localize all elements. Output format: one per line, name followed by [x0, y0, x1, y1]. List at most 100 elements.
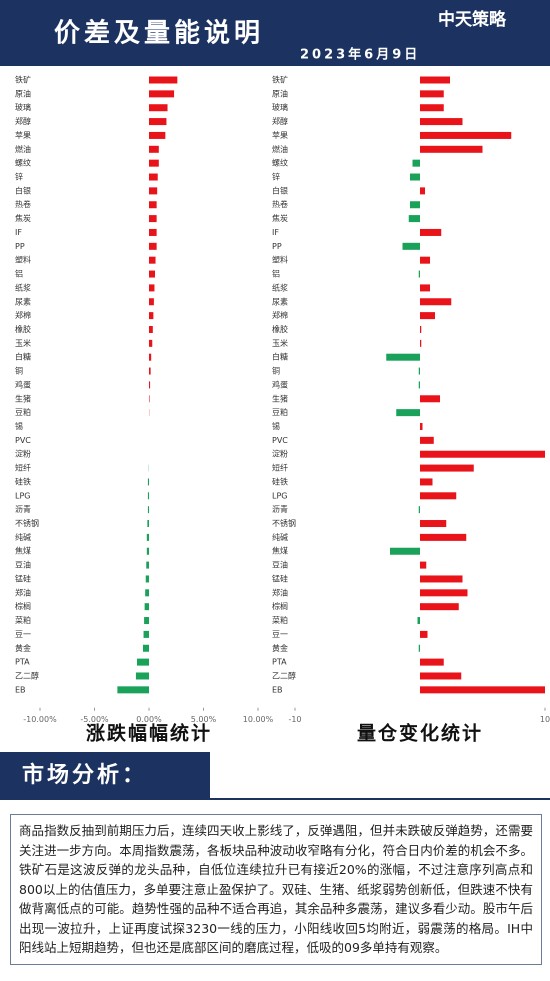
bar [144, 617, 149, 625]
category-label: 黄金 [272, 643, 288, 653]
bar [149, 187, 158, 195]
bar [417, 617, 420, 625]
bar [149, 367, 151, 375]
bar [420, 589, 468, 597]
category-label: 郑棉 [272, 310, 288, 320]
category-label: 短纤 [15, 463, 31, 473]
category-label: 锌 [272, 172, 280, 182]
category-label: 锰硅 [272, 573, 288, 583]
bar [149, 256, 156, 264]
bar [149, 284, 155, 292]
bar [149, 173, 158, 181]
category-label: 塑料 [272, 255, 288, 265]
category-label: IF [272, 228, 279, 237]
bar [420, 339, 422, 347]
category-label: 短纤 [272, 463, 288, 473]
bar [420, 325, 422, 333]
category-label: 白银 [15, 185, 31, 195]
category-label: 沥青 [272, 504, 288, 514]
category-label: 白银 [272, 185, 288, 195]
bar [420, 672, 462, 680]
category-label: 不锈钢 [15, 518, 39, 528]
bar [149, 159, 159, 167]
section-title: 市场分析： [22, 762, 147, 788]
bar [149, 298, 154, 306]
category-label: 焦炭 [272, 213, 288, 223]
bar [420, 686, 545, 694]
category-label: 白糖 [15, 352, 31, 362]
category-label: 螺纹 [15, 158, 31, 168]
category-label: LPG [15, 491, 30, 500]
bar [420, 131, 512, 139]
category-label: 纯碱 [15, 532, 31, 542]
bar [149, 339, 153, 347]
bar [420, 298, 452, 306]
bar [420, 187, 425, 195]
bar [420, 658, 444, 666]
category-label: 铁矿 [15, 75, 31, 85]
bar [420, 395, 440, 403]
bar [149, 353, 152, 361]
bar [420, 436, 434, 444]
x-tick-label: -5.00% [80, 715, 109, 724]
page-date: 2023年6月9日 [300, 47, 420, 63]
bar [402, 242, 420, 250]
bar [149, 131, 166, 139]
bar [149, 312, 154, 320]
category-label: 铜 [15, 366, 23, 376]
bar [410, 173, 420, 181]
bar [420, 450, 545, 458]
category-label: 铁矿 [272, 75, 288, 85]
bar [420, 145, 483, 153]
bar [149, 76, 178, 84]
bar [149, 381, 151, 389]
bar [420, 76, 450, 84]
bar [420, 118, 463, 126]
category-label: 豆一 [272, 630, 288, 639]
category-label: 硅铁 [15, 476, 31, 486]
bar [143, 644, 149, 652]
category-label: 铜 [272, 366, 280, 376]
category-label: 玻璃 [272, 102, 288, 112]
category-label: 尿素 [15, 296, 31, 306]
category-label: 硅铁 [272, 476, 288, 486]
category-label: PTA [15, 658, 30, 667]
category-label: 苹果 [272, 130, 288, 140]
chart-title: 涨跌幅幅统计 [86, 722, 212, 745]
category-label: 焦煤 [272, 546, 288, 556]
bar [147, 506, 149, 514]
category-label: 鸡蛋 [15, 379, 31, 389]
category-label: 玻璃 [15, 102, 31, 112]
page-title: 价差及量能说明 [54, 18, 264, 49]
category-label: 纸浆 [272, 282, 288, 292]
category-label: 苹果 [15, 130, 31, 140]
category-label: 生猪 [15, 393, 31, 403]
category-label: 郑油 [15, 587, 31, 597]
bar [396, 409, 420, 417]
category-label: 豆一 [15, 630, 31, 639]
category-label: EB [272, 685, 283, 694]
category-label: 铝 [15, 269, 23, 279]
category-label: 锡 [15, 422, 23, 431]
bar [420, 478, 433, 486]
x-tick-label: 0.00% [136, 715, 162, 724]
bar [418, 506, 420, 514]
category-label: 热卷 [15, 199, 31, 209]
bar [149, 228, 157, 236]
category-label: LPG [272, 491, 287, 500]
bar [135, 672, 149, 680]
bar [149, 90, 175, 98]
bar [420, 561, 427, 569]
category-label: PVC [272, 436, 288, 445]
category-label: 豆油 [15, 560, 31, 570]
category-label: 不锈钢 [272, 518, 296, 528]
bar [420, 256, 430, 264]
bar [412, 159, 420, 167]
bar [420, 603, 459, 611]
category-label: 原油 [272, 88, 288, 98]
logo: 中天策略 [438, 9, 507, 30]
bar [145, 589, 149, 597]
bar [149, 215, 157, 223]
